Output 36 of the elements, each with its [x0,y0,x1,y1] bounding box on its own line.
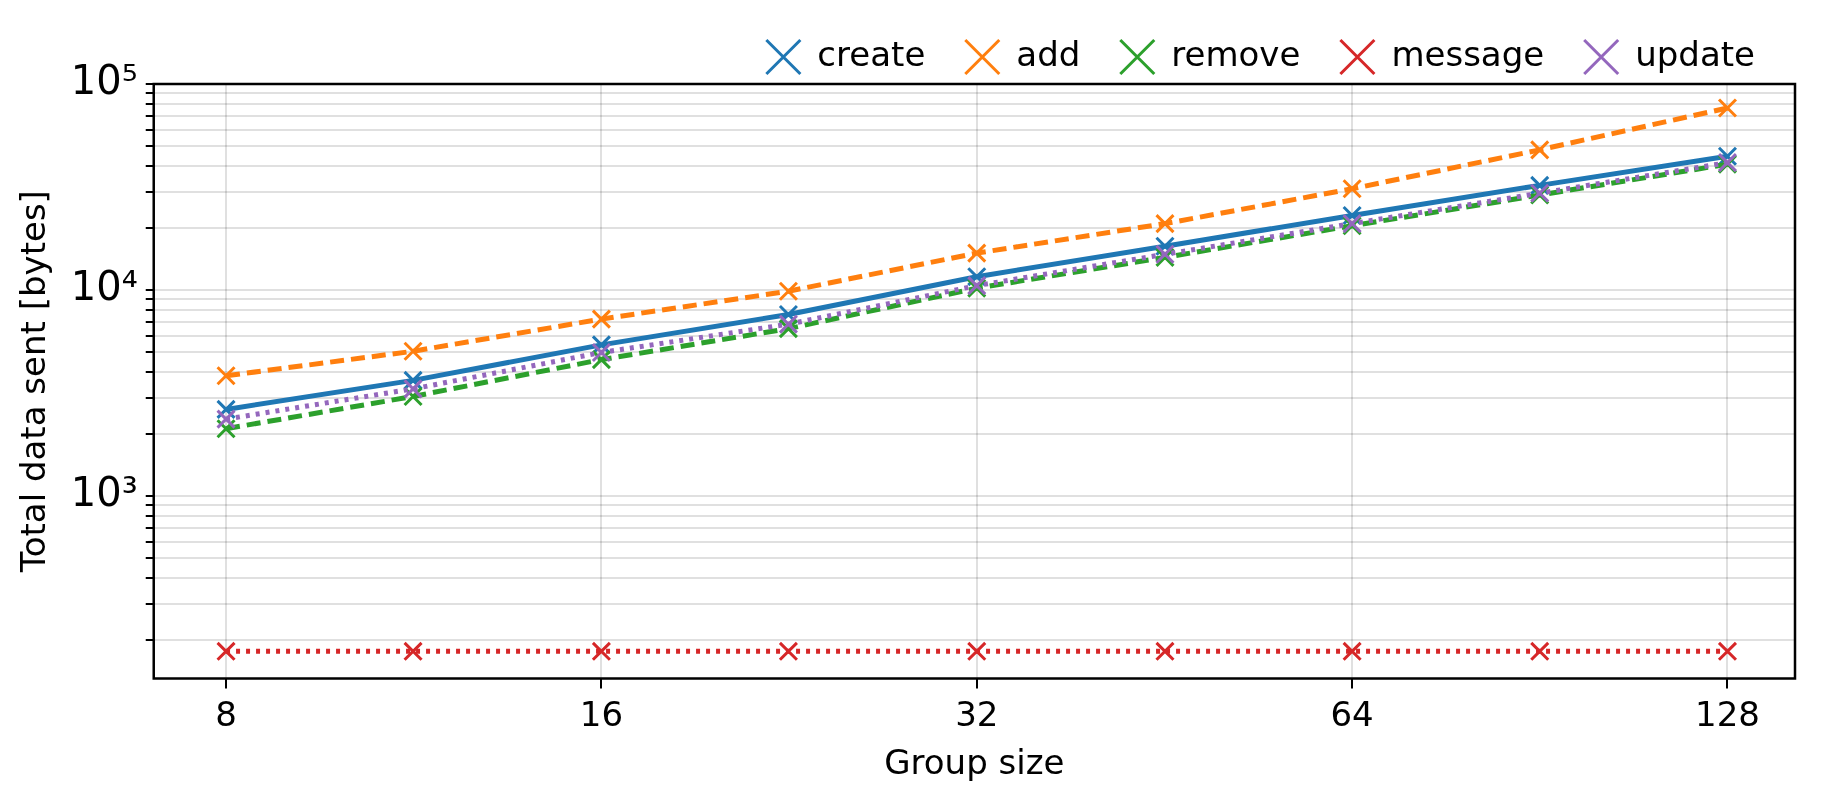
legend-label: message [1391,33,1545,74]
point [966,243,987,264]
point [403,341,424,362]
y-tick-label: 10⁴ [70,263,138,310]
point [403,378,424,399]
point [591,342,612,363]
point [1529,139,1550,160]
point [403,641,424,662]
point [966,641,987,662]
point [216,641,237,662]
point [1154,213,1175,234]
y-tick-label: 10⁵ [70,57,138,104]
point [216,365,237,386]
x-tick-label: 64 [1330,693,1374,734]
point [1717,97,1738,118]
x-tick-label: 32 [955,693,999,734]
legend-label: create [817,33,926,74]
point [1342,641,1363,662]
x-tick-label: 128 [1695,693,1760,734]
x-axis-title: Group size [884,742,1065,783]
legend-label: update [1635,33,1755,74]
point [1529,641,1550,662]
point [778,641,799,662]
point [216,409,237,430]
point [1342,178,1363,199]
point [778,281,799,302]
point [1717,641,1738,662]
point [1154,641,1175,662]
y-axis-title: Total data sent [bytes] [13,190,54,574]
x-tick-label: 16 [579,693,624,734]
x-tick-label: 8 [215,693,237,734]
point [591,641,612,662]
legend-label: add [1016,33,1081,74]
legend-label: remove [1171,33,1301,74]
y-tick-label: 10³ [70,469,138,516]
point [591,309,612,330]
